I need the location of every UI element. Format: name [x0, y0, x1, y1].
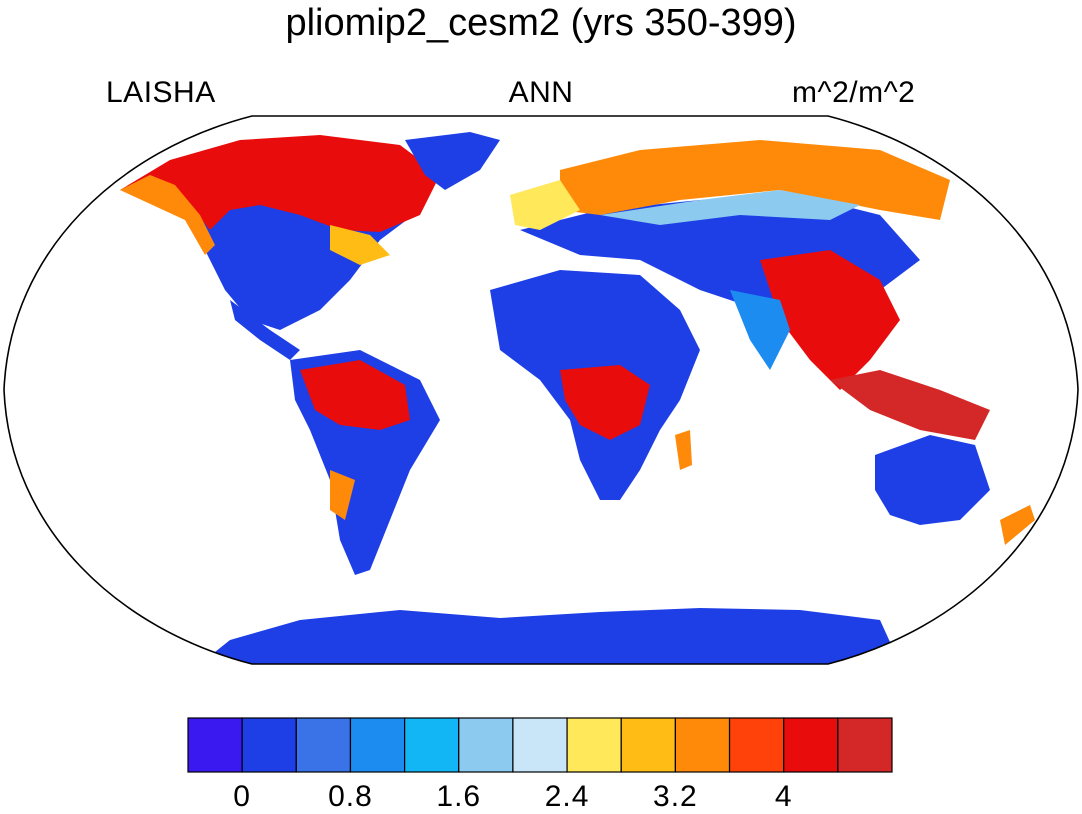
colorbar-box: [620, 717, 676, 773]
south-america-orange: [330, 470, 355, 520]
north-america-yellow: [330, 225, 390, 265]
map-title: pliomip2_cesm2 (yrs 350-399): [285, 2, 797, 44]
colorbar-box: [295, 717, 352, 773]
colorbar-box: [566, 717, 622, 773]
madagascar: [675, 430, 692, 470]
north-america-orange: [120, 175, 215, 255]
colorbar-tick-label: 3.2: [653, 780, 698, 813]
units-label: m^2/m^2: [792, 76, 916, 109]
antarctica: [200, 608, 900, 664]
colorbar-box: [783, 717, 839, 773]
map-boundary: [3, 115, 1079, 665]
europe-yellow: [510, 180, 580, 230]
colorbar-box: [458, 717, 514, 773]
maritime-red: [830, 370, 990, 440]
colorbar-tick-label: 0: [233, 780, 251, 813]
east-asia-red: [760, 250, 900, 390]
central-america: [230, 300, 300, 360]
colorbar-box: [674, 717, 731, 773]
colorbar: [187, 717, 893, 773]
colorbar-box: [728, 717, 785, 773]
colorbar-tick-label: 1.6: [436, 780, 482, 813]
colorbar-tick-label: 0.8: [328, 780, 373, 813]
variable-label: LAISHA: [106, 76, 216, 109]
colorbar-box: [404, 717, 460, 773]
greenland: [405, 132, 500, 190]
colorbar-box: [187, 717, 243, 773]
eurasia-light: [600, 190, 860, 225]
south-america-red: [300, 360, 410, 430]
colorbar-box: [241, 717, 297, 773]
colorbar-box: [837, 717, 893, 773]
india: [730, 290, 790, 370]
colorbar-tick-label: 4: [774, 780, 793, 813]
season-label: ANN: [508, 76, 574, 109]
colorbar-box: [349, 717, 406, 773]
africa-red: [560, 365, 650, 440]
north-america-north-red: [120, 135, 440, 232]
colorbar-box: [512, 717, 568, 773]
new-zealand: [1000, 505, 1035, 545]
eurasia-north-orange: [560, 140, 950, 220]
colorbar-tick-label: 2.4: [544, 780, 590, 813]
land-field: [120, 132, 1035, 664]
australia-low: [875, 435, 990, 525]
